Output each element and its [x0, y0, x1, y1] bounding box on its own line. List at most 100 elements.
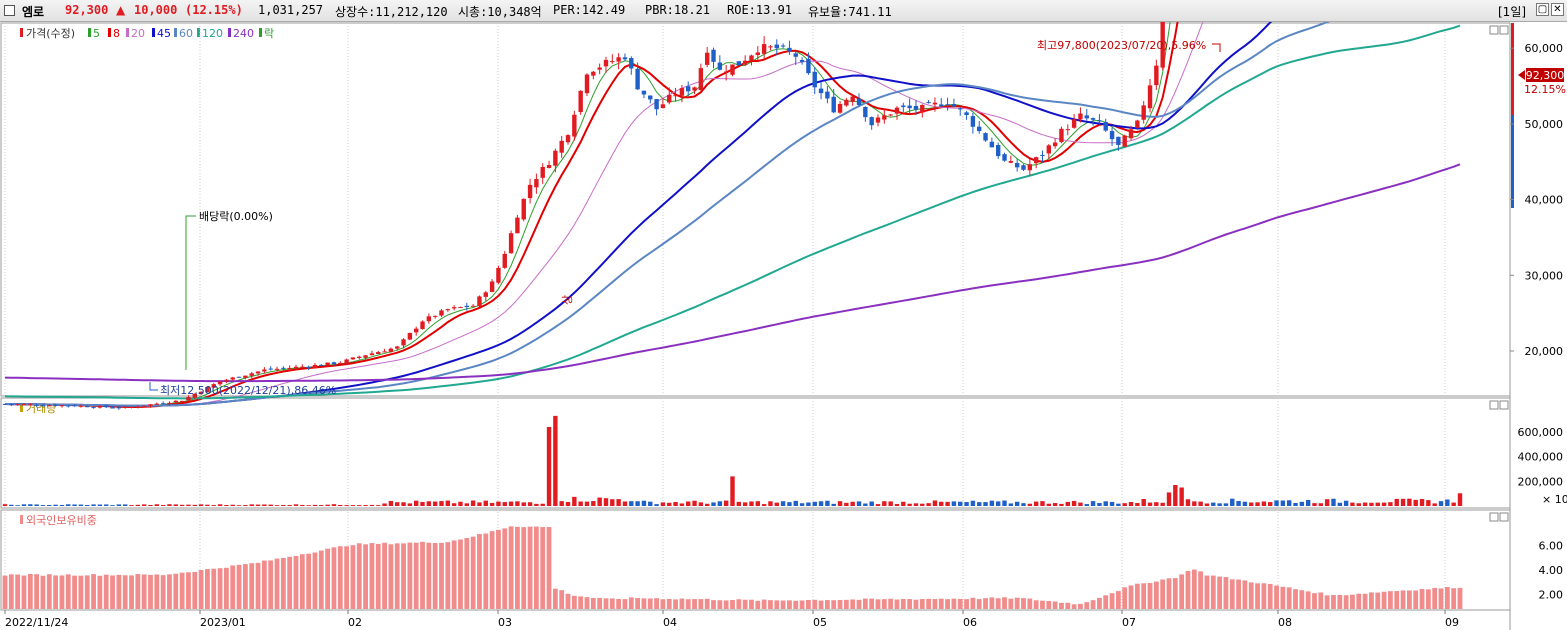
volume-bar	[723, 500, 729, 506]
volume-bar	[591, 501, 596, 506]
volume-bar	[483, 500, 488, 506]
candle-body	[407, 332, 413, 340]
foreign-bar	[331, 547, 337, 609]
period-selector[interactable]: [1일]	[1498, 5, 1527, 19]
volume-bar	[894, 504, 900, 506]
volume-bar	[812, 501, 817, 506]
select-checkbox[interactable]	[4, 5, 15, 16]
foreign-bar	[470, 536, 476, 609]
volume-bar	[648, 501, 653, 506]
volume-bar	[869, 501, 874, 506]
foreign-bar	[666, 598, 672, 609]
foreign-bar	[552, 588, 558, 609]
volume-bar	[160, 505, 166, 506]
foreign-bar	[458, 539, 463, 609]
candle-body	[439, 310, 444, 316]
candle-body	[230, 377, 235, 380]
candle-body	[34, 404, 39, 406]
high-marker: 최고97,800(2023/07/20),5.96%	[1037, 39, 1221, 52]
candle-body	[825, 91, 830, 99]
foreign-bar	[1438, 588, 1444, 609]
candle-body	[319, 364, 324, 366]
x-tick-label: 08	[1278, 616, 1292, 629]
volume-bar	[565, 501, 571, 506]
candle-body	[376, 352, 381, 355]
foreign-bar	[704, 598, 710, 609]
foreign-bar	[1052, 601, 1058, 609]
close-button[interactable]: ✕	[1551, 3, 1564, 16]
foreign-bar	[483, 533, 489, 609]
foreign-bar	[945, 599, 950, 609]
foreign-bar	[812, 599, 818, 609]
foreign-bar	[540, 527, 546, 609]
volume-pane-buttons[interactable]	[1489, 400, 1509, 410]
foreign-bar	[230, 565, 236, 609]
foreign-bar	[154, 574, 160, 609]
foreign-bar	[407, 542, 413, 609]
foreign-bar	[1128, 585, 1134, 609]
candle-body	[983, 133, 988, 141]
volume-bar	[1274, 500, 1279, 506]
volume-bar	[692, 500, 697, 506]
volume-bar	[1400, 498, 1406, 506]
candle-body	[148, 404, 153, 406]
foreign-bar	[1388, 591, 1393, 609]
candle-body	[129, 406, 134, 408]
foreign-bar	[1229, 579, 1235, 609]
candle-body	[496, 267, 501, 283]
foreign-bar	[439, 542, 444, 609]
volume-bar	[1059, 503, 1064, 506]
foreign-bar	[1210, 575, 1216, 609]
price-pane-buttons[interactable]	[1489, 25, 1509, 35]
candle-body	[420, 321, 425, 330]
foreign-bar	[603, 598, 609, 609]
volume-bar	[363, 505, 368, 506]
foreign-bar	[1400, 590, 1406, 609]
foreign-bar	[242, 564, 248, 609]
volume-bar	[28, 504, 33, 506]
foreign-bar	[496, 529, 501, 609]
foreign-bar	[654, 598, 659, 609]
volume-bar	[464, 503, 470, 506]
volume-bar	[1204, 503, 1210, 506]
foreign-bar	[72, 575, 77, 609]
candle-body	[1128, 129, 1134, 139]
volume-bar	[926, 503, 931, 506]
foreign-pane-buttons[interactable]	[1489, 512, 1509, 522]
volume-bar	[1230, 498, 1235, 506]
foreign-bar	[1002, 597, 1007, 609]
volume-bar	[217, 504, 223, 506]
candle-body	[160, 403, 166, 405]
volume-bar	[1008, 503, 1014, 506]
foreign-bar	[1242, 580, 1248, 609]
candle-body	[901, 105, 906, 108]
candle-body	[780, 45, 786, 47]
candle-body	[192, 393, 197, 398]
stock-chart[interactable]: 가격(수정) 5 8 20 45 60 120 240 락 거래량 외국인보유비…	[0, 22, 1567, 630]
float-rate: 유보율:741.11	[808, 5, 892, 19]
price-tick-label: 30,000	[1525, 269, 1564, 282]
volume-bar	[970, 500, 976, 506]
volume-bar	[667, 502, 672, 506]
volume-bar	[268, 504, 273, 506]
candle-body	[1078, 113, 1083, 120]
foreign-bar	[394, 543, 400, 609]
volume-bar	[920, 503, 925, 506]
volume-bar	[888, 501, 893, 506]
foreign-bar	[217, 568, 223, 609]
foreign-bar	[1356, 593, 1362, 609]
foreign-bar	[356, 543, 362, 609]
candle-body	[844, 99, 849, 106]
volume-bar	[205, 504, 210, 506]
candle-body	[534, 179, 539, 188]
minimize-button[interactable]: ▢	[1536, 3, 1549, 16]
volume-bar	[1445, 499, 1450, 506]
volume-bar	[211, 505, 216, 506]
foreign-bar	[989, 597, 995, 609]
foreign-bar	[1293, 589, 1298, 609]
foreign-bar	[768, 600, 773, 609]
candle-body	[85, 406, 90, 408]
volume-bar	[9, 504, 14, 506]
volume-bar	[995, 501, 1001, 506]
candle-body	[300, 366, 305, 368]
